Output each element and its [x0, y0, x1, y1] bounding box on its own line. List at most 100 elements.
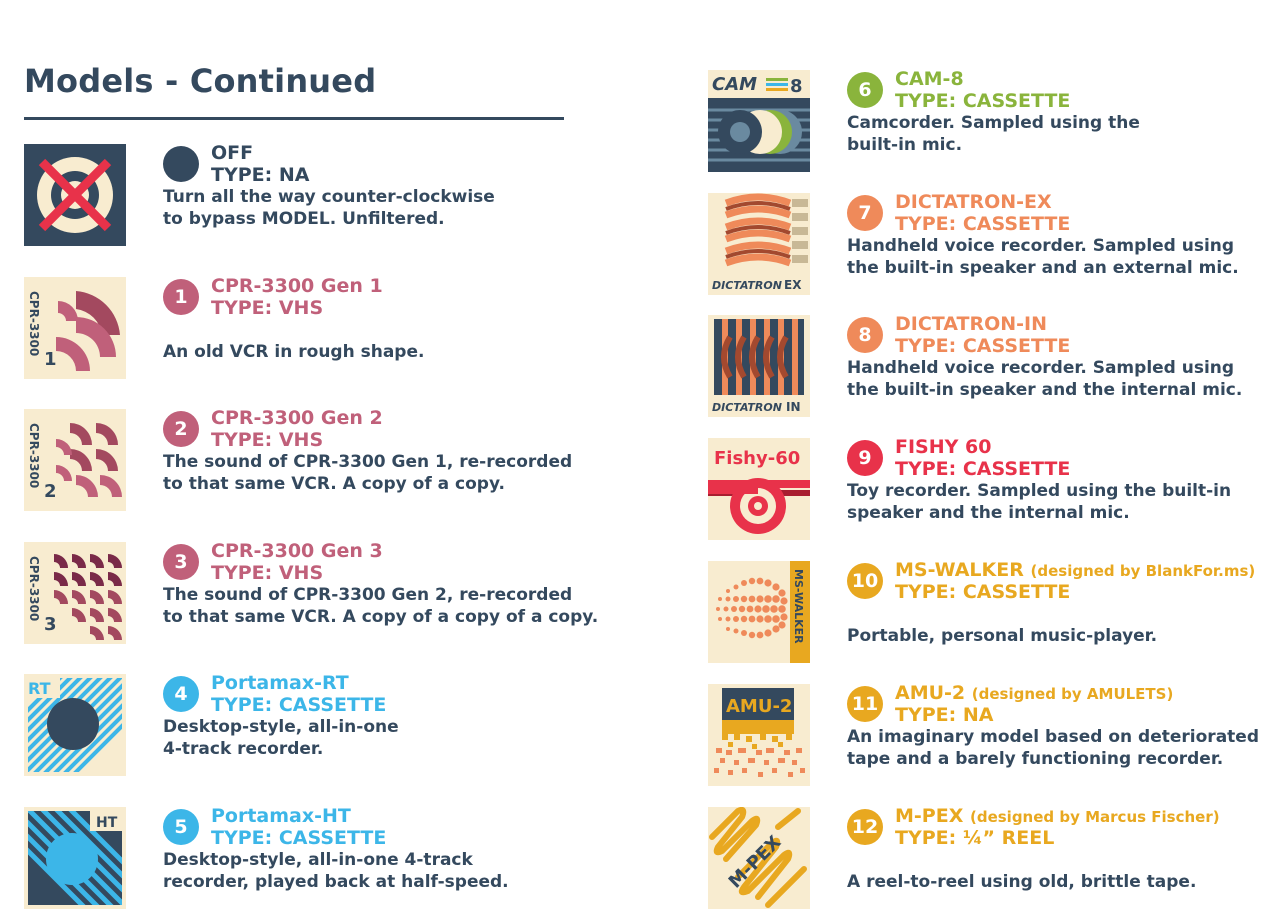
- model-description: Handheld voice recorder. Sampled using t…: [847, 357, 1242, 401]
- model-entry-12: M-PEX 12 M-PEX (designed by Marcus Fisch…: [708, 805, 1283, 909]
- description-line: A reel-to-reel using old, brittle tape.: [847, 872, 1197, 892]
- model-name: CPR-3300 Gen 1: [211, 275, 383, 297]
- thumb-label: CPR-3300: [27, 556, 41, 621]
- model-name: MS-WALKER (designed by BlankFor.ms): [895, 559, 1255, 582]
- model-name: Portamax-HT: [211, 805, 351, 827]
- model-type: TYPE: CASSETTE: [895, 458, 1071, 480]
- description-line: tape and a barely functioning recorder.: [847, 749, 1224, 769]
- description-line: Turn all the way counter-clockwise: [163, 187, 495, 207]
- model-description: The sound of CPR-3300 Gen 1, re-recorded…: [163, 451, 572, 495]
- thumb-number: 1: [44, 349, 57, 370]
- model-entry-1: CPR-3300 1 1 CPR-3300 Gen 1 TYPE: VHS An…: [24, 275, 624, 379]
- model-entry-7: DICTATRON EX 7 DICTATRON-EX TYPE: CASSET…: [708, 191, 1283, 295]
- thumb-number: 8: [790, 76, 803, 97]
- model-entry-4: RT 4 Portamax-RT TYPE: CASSETTE Desktop-…: [24, 672, 624, 776]
- model-type: TYPE: CASSETTE: [895, 581, 1071, 603]
- description-line: Camcorder. Sampled using the: [847, 113, 1140, 133]
- model-entry-off: OFF TYPE: NA Turn all the way counter-cl…: [24, 142, 624, 246]
- fishy60-thumbnail: Fishy-60: [708, 438, 810, 540]
- model-type: TYPE: VHS: [211, 562, 324, 584]
- thumb-label: CPR-3300: [27, 423, 41, 488]
- portamax-ht-thumbnail: HT: [24, 807, 126, 909]
- description-line: Desktop-style, all-in-one 4-track: [163, 850, 473, 870]
- description-line: Toy recorder. Sampled using the built-in: [847, 481, 1232, 501]
- model-credit: (designed by Marcus Fischer): [969, 808, 1220, 826]
- model-badge: 3: [163, 544, 199, 580]
- description-line: to that same VCR. A copy of a copy of a …: [163, 607, 599, 627]
- model-entry-9: Fishy-60 9 FISHY 60 TYPE: CASSETTE Toy r…: [708, 436, 1283, 540]
- model-name: CPR-3300 Gen 2: [211, 407, 383, 429]
- thumb-label: RT: [28, 679, 51, 698]
- model-entry-11: AMU-2 11 AMU-2 (designed by AMULETS) TYP…: [708, 682, 1283, 786]
- description-line: to that same VCR. A copy of a copy.: [163, 474, 505, 494]
- model-name: AMU-2 (designed by AMULETS): [895, 682, 1173, 705]
- model-type: TYPE: ¼” REEL: [895, 827, 1055, 849]
- description-line: An imaginary model based on deteriorated: [847, 727, 1259, 747]
- model-name: OFF: [211, 142, 254, 164]
- model-name-text: MS-WALKER: [895, 559, 1024, 581]
- dictatron-ex-thumbnail: DICTATRON EX: [708, 193, 810, 295]
- description-line: The sound of CPR-3300 Gen 1, re-recorded: [163, 452, 573, 472]
- model-name: DICTATRON-IN: [895, 313, 1047, 335]
- model-name: DICTATRON-EX: [895, 191, 1052, 213]
- model-description: Desktop-style, all-in-one 4-track record…: [163, 849, 509, 893]
- description-line: the built-in speaker and the internal mi…: [847, 380, 1243, 400]
- model-badge: 12: [847, 809, 883, 845]
- model-type: TYPE: CASSETTE: [211, 694, 387, 716]
- description-line: speaker and the internal mic.: [847, 503, 1130, 523]
- model-entry-8: DICTATRON IN 8 DICTATRON-IN TYPE: CASSET…: [708, 313, 1283, 417]
- thumb-label: AMU-2: [726, 696, 792, 717]
- portamax-rt-thumbnail: RT: [24, 674, 126, 776]
- model-badge: 8: [847, 317, 883, 353]
- model-description: Desktop-style, all-in-one 4-track record…: [163, 716, 399, 760]
- model-badge: 7: [847, 195, 883, 231]
- page-title: Models - Continued: [24, 62, 377, 100]
- model-type: TYPE: VHS: [211, 297, 324, 319]
- model-description: An old VCR in rough shape.: [163, 341, 424, 363]
- thumb-label: MS-WALKER: [792, 569, 805, 644]
- description-line: Handheld voice recorder. Sampled using: [847, 236, 1235, 256]
- thumb-number: 2: [44, 481, 57, 502]
- description-line: built-in mic.: [847, 135, 963, 155]
- description-line: Handheld voice recorder. Sampled using: [847, 358, 1235, 378]
- model-entry-5: HT 5 Portamax-HT TYPE: CASSETTE Desktop-…: [24, 805, 624, 909]
- model-description: Turn all the way counter-clockwise to by…: [163, 186, 495, 230]
- thumb-number: IN: [786, 400, 801, 414]
- model-description: Camcorder. Sampled using the built-in mi…: [847, 112, 1140, 156]
- description-line: 4-track recorder.: [163, 739, 324, 759]
- model-description: A reel-to-reel using old, brittle tape.: [847, 871, 1196, 893]
- model-type: TYPE: NA: [895, 704, 994, 726]
- title-divider: [24, 117, 564, 120]
- model-type: TYPE: CASSETTE: [895, 213, 1071, 235]
- model-badge: 1: [163, 279, 199, 315]
- description-line: the built-in speaker and an external mic…: [847, 258, 1239, 278]
- cpr-gen3-thumbnail: CPR-3300 3: [24, 542, 126, 644]
- thumb-number: 3: [44, 614, 57, 635]
- model-badge: 5: [163, 809, 199, 845]
- thumb-label: DICTATRON: [712, 279, 782, 292]
- model-entry-3: CPR-3300 3 3 CPR-3300 Gen 3 TYPE: VHS Th…: [24, 540, 624, 644]
- model-entry-2: CPR-3300 2 2 CPR-3300 Gen 2 TYPE: VHS Th…: [24, 407, 624, 511]
- description-line: recorder, played back at half-speed.: [163, 872, 509, 892]
- thumb-label: DICTATRON: [712, 401, 782, 414]
- model-description: Portable, personal music-player.: [847, 625, 1157, 647]
- model-credit: (designed by AMULETS): [971, 685, 1174, 703]
- model-description: The sound of CPR-3300 Gen 2, re-recorded…: [163, 584, 598, 628]
- model-type: TYPE: CASSETTE: [895, 90, 1071, 112]
- model-badge: 6: [847, 72, 883, 108]
- model-badge: 4: [163, 676, 199, 712]
- model-badge: [163, 146, 199, 182]
- model-type: TYPE: VHS: [211, 429, 324, 451]
- description-line: An old VCR in rough shape.: [163, 342, 425, 362]
- model-name-text: M-PEX: [895, 805, 964, 827]
- model-badge: 11: [847, 686, 883, 722]
- thumb-label: CAM: [712, 74, 757, 95]
- model-type: TYPE: CASSETTE: [211, 827, 387, 849]
- description-line: to bypass MODEL. Unfiltered.: [163, 209, 445, 229]
- description-line: The sound of CPR-3300 Gen 2, re-recorded: [163, 585, 573, 605]
- cpr-gen1-thumbnail: CPR-3300 1: [24, 277, 126, 379]
- model-name: CPR-3300 Gen 3: [211, 540, 383, 562]
- model-badge: 2: [163, 411, 199, 447]
- cam8-thumbnail: CAM 8: [708, 70, 810, 172]
- thumb-label: CPR-3300: [27, 291, 41, 356]
